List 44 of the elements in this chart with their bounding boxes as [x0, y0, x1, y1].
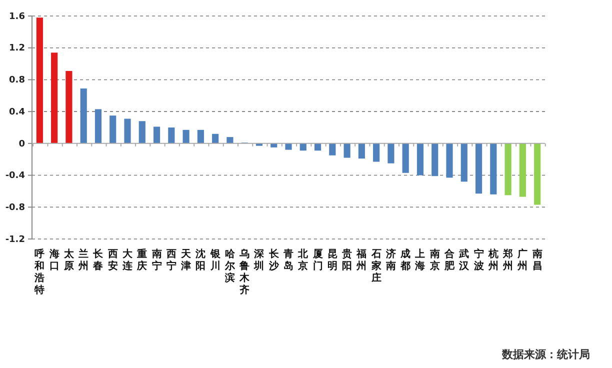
x-tick-label: 南宁 [150, 248, 162, 272]
x-tick-label: 石家庄 [370, 249, 382, 284]
x-tick-label: 西宁 [165, 249, 176, 272]
x-tick-label: 武汉 [458, 248, 470, 272]
x-tick-label: 厦门 [312, 248, 323, 272]
x-tick-label: 上海 [414, 248, 426, 272]
x-tick-label: 贵阳 [341, 248, 352, 272]
x-tick-label: 兰州 [78, 248, 89, 272]
x-tick-label: 南京 [428, 248, 440, 272]
y-tick-label: 0.4 [9, 107, 25, 118]
x-tick-label: 太原 [62, 248, 75, 272]
x-tick-label: 宁波 [472, 248, 485, 272]
x-tick-label: 福州 [356, 248, 367, 272]
x-tick-label: 南昌 [531, 248, 542, 272]
x-tick-label: 银川 [209, 248, 222, 272]
x-tick-label: 北京 [297, 248, 310, 272]
y-tick-label: 0 [18, 139, 25, 150]
x-tick-label: 长春 [92, 248, 104, 272]
x-tick-label: 呼和浩特 [34, 248, 45, 296]
x-tick-label: 昆明 [327, 248, 338, 272]
x-tick-label: 济南 [384, 248, 396, 272]
x-tick-label: 郑州 [502, 248, 514, 272]
x-tick-label: 西安 [106, 249, 118, 272]
x-tick-label: 沈阳 [194, 248, 206, 272]
y-tick-label: 1.2 [9, 44, 25, 54]
x-tick-label: 哈尔滨 [224, 248, 236, 284]
x-tick-label: 重庆 [136, 248, 148, 272]
x-tick-label: 青岛 [282, 248, 294, 272]
x-tick-label: 天津 [180, 248, 192, 272]
y-tick-label: 0.8 [9, 76, 25, 86]
x-tick-label: 广州 [516, 248, 528, 272]
x-tick-label: 杭州 [487, 248, 498, 272]
x-tick-label: 合肥 [444, 248, 456, 272]
x-tick-label: 长沙 [268, 248, 280, 272]
x-tick-label: 大连 [122, 248, 134, 272]
x-tick-label: 深圳 [253, 248, 266, 272]
y-tick-label: -0.4 [5, 171, 25, 182]
y-tick-label: -1.2 [5, 234, 25, 245]
x-tick-label: 海口 [48, 248, 60, 272]
y-tick-label: 1.6 [9, 12, 25, 22]
x-tick-label: 乌鲁木齐 [238, 248, 251, 296]
y-tick-label: -0.8 [5, 203, 25, 214]
source-note: 数据来源：统计局 [501, 348, 590, 361]
x-tick-label: 成都 [400, 248, 411, 272]
